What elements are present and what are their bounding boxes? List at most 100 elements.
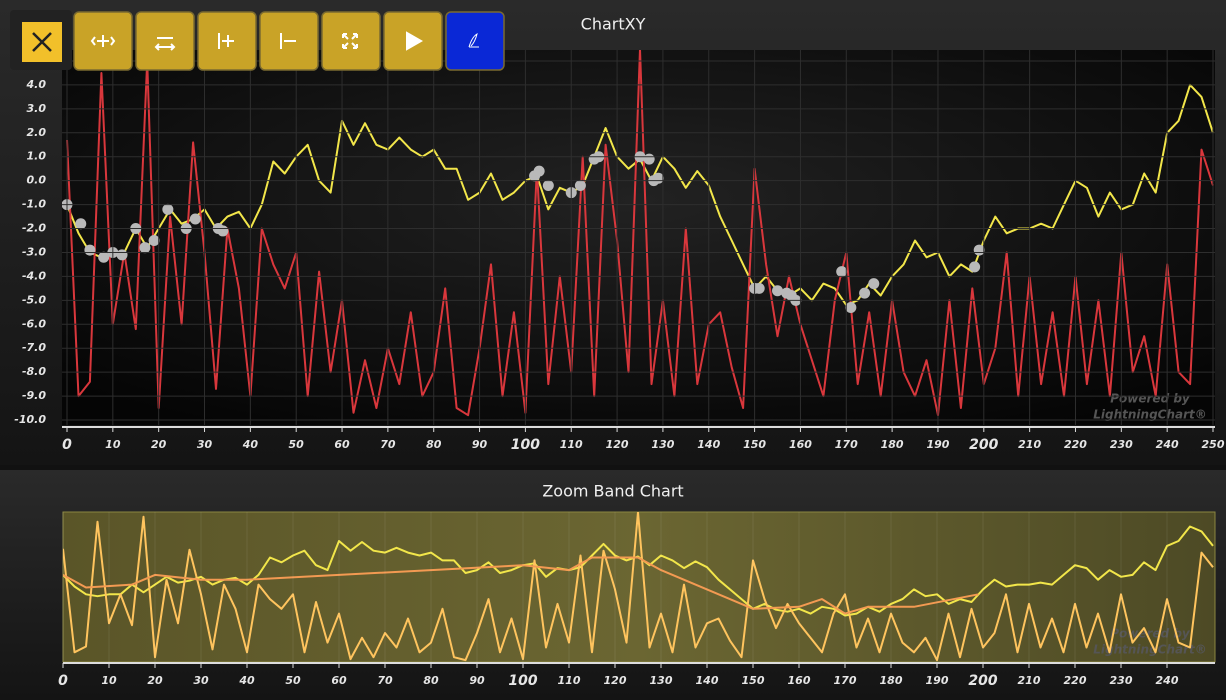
marker [859,287,871,299]
marker [148,235,160,246]
marker [533,165,545,177]
x-tick-label: 130 [650,674,673,687]
x-tick-label: 240 [1156,674,1179,687]
x-tick-label: 170 [835,438,858,451]
x-tick-label: 220 [1064,674,1087,687]
x-tick-label: 20 [151,438,167,451]
x-tick-label: 100 [511,437,540,453]
y-tick-label: -7.0 [22,341,46,354]
x-tick-label: 140 [696,674,719,687]
marker [652,172,664,184]
x-tick-label: 0 [58,673,68,689]
x-tick-label: 230 [1110,438,1133,451]
y-tick-label: -6.0 [22,317,46,330]
x-tick-label: 80 [426,438,442,451]
line-series [63,556,979,615]
band-area [62,511,1216,663]
x-tick-label: 90 [472,438,488,451]
y-tick-label: -8.0 [22,365,46,378]
x-tick-label: 200 [969,437,998,453]
y-tick-label: -3.0 [22,245,46,258]
marker [217,225,229,237]
marker [643,153,655,165]
x-tick-label: 40 [242,438,259,451]
marker [162,203,174,215]
x-tick-label: 30 [197,438,213,451]
x-tick-label: 150 [742,674,765,687]
marker [574,179,586,191]
marker [868,278,880,290]
x-tick-label: 200 [968,673,997,689]
x-tick-label: 110 [558,674,581,687]
x-tick-label: 160 [789,438,812,451]
marker [845,302,857,314]
watermark: LightningChart® [1093,643,1207,657]
series-group [63,512,1214,662]
marker [98,251,110,263]
marker [969,261,981,273]
marker [75,218,87,230]
x-tick-label: 210 [1018,674,1041,687]
y-tick-label: -4.0 [22,269,46,282]
x-tick-label: 120 [606,438,629,451]
watermark: LightningChart® [1093,408,1207,422]
x-tick-label: 10 [105,438,121,451]
x-tick-label: 170 [834,674,857,687]
toolbar-icons [90,31,479,51]
zoom-out-x-button[interactable] [135,11,195,71]
x-tick-label: 40 [238,674,255,687]
x-tick-label: 190 [926,674,949,687]
x-tick-label: 230 [1110,674,1133,687]
x-tick-label: 240 [1156,438,1179,451]
chart-title: Zoom Band Chart [542,482,683,501]
x-tick-label: 90 [469,674,485,687]
x-tick-label: 70 [377,674,393,687]
x-tick-label: 160 [788,674,811,687]
y-tick-label: 1.0 [27,150,47,163]
y-tick-label: -1.0 [22,198,46,211]
fit-button[interactable] [321,11,381,71]
marker [973,244,985,256]
x-tick-label: 10 [101,674,117,687]
y-tick-label: -2.0 [22,222,46,235]
x-tick-label: 190 [926,438,949,451]
y-tick-label: -5.0 [22,293,46,306]
line-series [63,512,1214,662]
close-button[interactable] [22,22,62,62]
y-tick-label: 3.0 [27,102,47,115]
watermark: Powered by [1110,627,1191,641]
x-tick-label: 30 [193,674,209,687]
marker [84,244,96,256]
x-tick-label: 20 [147,674,163,687]
y-tick-label: -9.0 [22,389,46,402]
y-tick-label: 4.0 [26,78,47,91]
chart-title: ChartXY [581,15,646,34]
x-tick-label: 210 [1018,438,1041,451]
x-tick-label: 130 [651,438,674,451]
x-tick-label: 220 [1064,438,1087,451]
marker [772,285,784,297]
x-tick-label: 250 [1202,438,1225,451]
x-tick-label: 50 [285,674,301,687]
x-tick-label: 140 [697,438,720,451]
x-tick-label: 150 [743,438,766,451]
y-tick-label: 0.0 [27,174,47,187]
marker [836,266,848,278]
marker [542,179,554,191]
marker [139,242,151,254]
x-tick-label: 100 [508,673,537,689]
marker [753,282,765,294]
y-tick-label: 2.0 [27,126,47,139]
watermark: Powered by [1110,392,1191,406]
x-tick-label: 60 [334,438,350,451]
x-tick-label: 60 [331,674,347,687]
x-tick-label: 180 [880,674,903,687]
x-tick-label: 110 [560,438,583,451]
x-tick-label: 70 [380,438,396,451]
x-tick-label: 0 [62,437,72,453]
line-series [66,50,1214,417]
y-tick-label: -10.0 [14,413,46,426]
x-tick-label: 120 [604,674,627,687]
x-tick-label: 180 [881,438,904,451]
